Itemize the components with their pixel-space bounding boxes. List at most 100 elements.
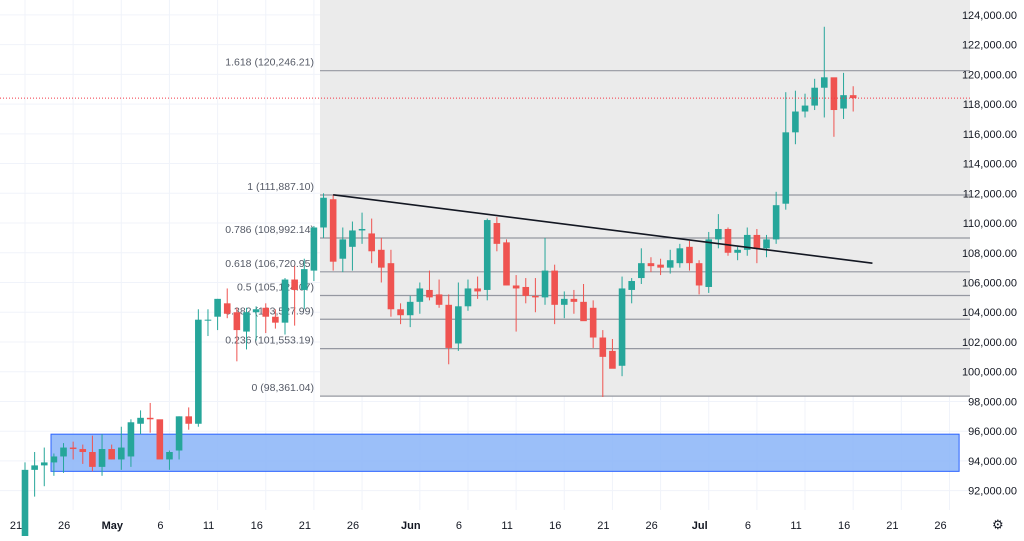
- candle-up: [195, 309, 202, 427]
- fibonacci-retracement[interactable]: 1.618 (120,246.21) 1 (111,887.10) 0.786 (1…: [225, 0, 970, 397]
- candle-body: [329, 199, 337, 262]
- candle-down: [146, 402, 154, 433]
- candle-up: [464, 279, 472, 311]
- trendline-group[interactable]: [333, 193, 873, 264]
- candle-body: [339, 239, 347, 259]
- fib-level-label: 0.786 (108,992.14): [225, 224, 314, 236]
- y-axis[interactable]: 92,000.00 94,000.00 96,000.00 98,000.00 100,…: [962, 10, 1017, 498]
- fib-level-label: 0.236 (101,553.19): [225, 335, 314, 347]
- candle-body: [272, 316, 279, 323]
- candle-up: [840, 72, 847, 119]
- candle-down: [657, 258, 664, 276]
- candle-body: [560, 298, 568, 305]
- candle-body: [772, 205, 780, 240]
- candle-down: [262, 303, 270, 334]
- x-tick-label: Jun: [401, 520, 421, 532]
- candle-body: [416, 288, 424, 302]
- candle-body: [474, 288, 481, 292]
- candle-up: [772, 191, 780, 244]
- candle-body: [223, 303, 231, 314]
- candle-body: [666, 260, 674, 268]
- candle-up: [406, 295, 414, 328]
- candle-body: [69, 447, 77, 450]
- candles: [21, 26, 857, 541]
- candle-body: [541, 270, 549, 298]
- candle-down: [570, 289, 578, 314]
- candle-body: [532, 295, 539, 298]
- candle-body: [166, 452, 173, 460]
- candle-body: [146, 417, 154, 420]
- candle-up: [31, 452, 38, 497]
- candle-body: [503, 242, 510, 286]
- candle-body: [397, 309, 404, 316]
- candle-up: [455, 282, 462, 351]
- candle-body: [820, 77, 828, 88]
- y-tick-label: 92,000.00: [968, 486, 1017, 498]
- candle-up: [782, 92, 790, 210]
- candle-up: [628, 278, 635, 304]
- candle-up: [705, 231, 713, 293]
- candle-down: [830, 77, 838, 137]
- candle-body: [599, 337, 607, 357]
- candle-up: [541, 237, 549, 305]
- candle-up: [416, 282, 424, 314]
- candle-up: [358, 212, 366, 244]
- candle-up: [339, 227, 347, 273]
- x-tick-label: 11: [790, 520, 801, 532]
- gear-icon[interactable]: ⚙: [992, 517, 1004, 532]
- y-tick-label: 120,000.00: [962, 69, 1017, 81]
- candle-down: [580, 283, 587, 322]
- candle-up: [734, 246, 741, 261]
- x-tick-label: May: [102, 520, 124, 532]
- candle-body: [281, 279, 289, 323]
- candle-body: [320, 197, 327, 228]
- candle-up: [320, 193, 327, 238]
- candle-down: [522, 278, 530, 304]
- fib-level-label: 0 (98,361.04): [252, 382, 314, 394]
- candle-body: [50, 456, 58, 463]
- candle-down: [69, 441, 77, 460]
- candle-body: [118, 447, 125, 460]
- y-tick-label: 98,000.00: [968, 396, 1017, 408]
- candle-down: [272, 309, 279, 329]
- y-tick-label: 106,000.00: [962, 278, 1017, 290]
- y-tick-label: 94,000.00: [968, 456, 1017, 468]
- candle-body: [811, 87, 818, 106]
- candle-up: [300, 258, 308, 310]
- candle-body: [387, 263, 395, 310]
- candle-down: [233, 307, 241, 362]
- candle-body: [195, 319, 202, 424]
- candle-body: [493, 223, 501, 244]
- candle-body: [782, 132, 790, 204]
- candle-body: [570, 298, 578, 302]
- y-tick-label: 100,000.00: [962, 367, 1017, 379]
- y-tick-label: 118,000.00: [963, 99, 1017, 111]
- candle-body: [435, 294, 443, 305]
- candle-down: [378, 237, 385, 283]
- candle-up: [137, 410, 144, 435]
- candle-up: [166, 450, 173, 470]
- candle-down: [426, 270, 433, 301]
- x-axis[interactable]: 21 26 May 6 11 16 21 26 Jun 6 11 16 21 26 Jul 6 11 16 21 26: [10, 520, 947, 532]
- support-zone[interactable]: [50, 433, 960, 472]
- candle-up: [483, 218, 491, 301]
- candle-up: [811, 78, 818, 111]
- fib-background: [320, 0, 970, 397]
- candle-body: [551, 270, 558, 305]
- candle-body: [512, 285, 520, 289]
- candle-body: [801, 105, 809, 112]
- candle-body: [233, 312, 241, 331]
- candle-body: [763, 239, 770, 249]
- candle-up: [127, 419, 135, 467]
- candle-body: [445, 304, 453, 348]
- candle-body: [849, 95, 857, 99]
- candle-body: [638, 263, 645, 279]
- candle-up: [618, 276, 626, 377]
- candle-down: [724, 227, 732, 256]
- x-tick-label: 11: [203, 520, 214, 532]
- candle-up: [820, 26, 828, 118]
- x-tick-label: 6: [745, 520, 751, 532]
- candle-body: [657, 264, 664, 268]
